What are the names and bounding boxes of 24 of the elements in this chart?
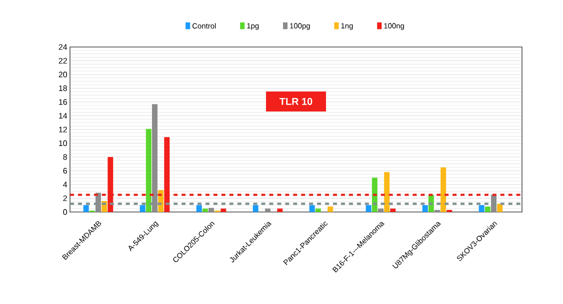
bar (208, 208, 214, 212)
bar (484, 206, 490, 212)
bar (265, 208, 270, 212)
bar (196, 205, 202, 212)
bar (366, 205, 372, 212)
bar (315, 208, 321, 212)
text: TLR 10 (280, 98, 312, 105)
bar (328, 206, 334, 212)
bar (440, 167, 446, 212)
bar (309, 205, 315, 212)
bar (497, 204, 503, 212)
bar (83, 205, 89, 212)
bar (220, 208, 226, 212)
bar (152, 104, 158, 212)
bar (378, 208, 384, 212)
bar (252, 205, 258, 212)
bar (140, 205, 146, 212)
bar (277, 208, 283, 212)
bar (202, 208, 208, 212)
bar (384, 172, 390, 212)
bar (478, 205, 484, 212)
bar (422, 205, 428, 212)
bar (390, 208, 396, 212)
bar (146, 128, 152, 212)
